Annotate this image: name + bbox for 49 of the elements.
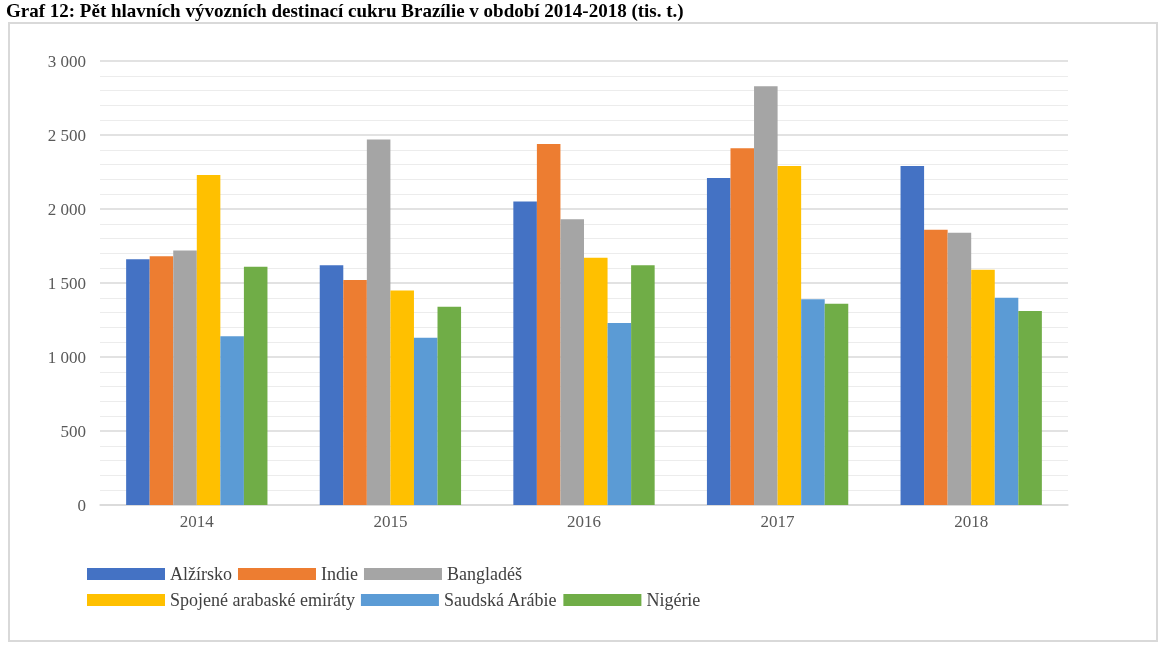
- y-tick-label: 3 000: [47, 51, 86, 71]
- y-tick-label: 1 500: [47, 273, 86, 293]
- bar: [971, 269, 995, 505]
- bar: [730, 148, 755, 505]
- bar: [196, 174, 221, 505]
- bar: [947, 232, 972, 505]
- bar: [560, 219, 584, 505]
- bar: [536, 143, 561, 505]
- x-tick-label: 2018: [954, 512, 989, 531]
- bar: [220, 336, 244, 505]
- bar: [631, 265, 655, 505]
- bar: [173, 250, 197, 505]
- bar: [900, 166, 925, 505]
- bar: [149, 256, 174, 505]
- bar: [607, 322, 632, 505]
- bar: [413, 337, 438, 505]
- bar: [706, 177, 731, 505]
- bar: [126, 259, 150, 505]
- legend-label: Spojené arabaské emiráty: [170, 590, 355, 610]
- x-tick-label: 2017: [760, 512, 796, 531]
- legend-label: Bangladéš: [446, 564, 522, 584]
- y-tick-label: 0: [77, 495, 86, 515]
- bar: [777, 166, 802, 505]
- bar: [801, 299, 825, 505]
- y-tick-label: 2 500: [47, 125, 86, 145]
- legend-label: Alžírsko: [170, 564, 232, 584]
- chart-title: Graf 12: Pět hlavních vývozních destinací cukru Brazílie v období 2014-2018 (tis. t.): [6, 0, 684, 22]
- bar: [343, 280, 367, 505]
- y-tick-label: 500: [60, 421, 86, 441]
- bar: [994, 297, 1019, 505]
- legend-label: Indie: [320, 564, 358, 584]
- bar: [319, 265, 344, 505]
- bar: [243, 266, 268, 505]
- y-tick-label: 1 000: [47, 347, 86, 367]
- legend-label: Nigérie: [646, 590, 701, 610]
- bar: [366, 139, 391, 505]
- y-tick-label: 2 000: [47, 199, 86, 219]
- x-tick-label: 2014: [179, 512, 215, 531]
- bar: [824, 303, 849, 505]
- bar: [584, 257, 608, 505]
- bar: [754, 86, 778, 505]
- bar: [390, 290, 414, 505]
- bar: [437, 306, 462, 505]
- legend-label: Saudská Arábie: [443, 590, 557, 610]
- x-tick-label: 2015: [373, 512, 408, 531]
- x-tick-label: 2016: [567, 512, 601, 531]
- bar: [513, 201, 537, 505]
- bar: [1018, 311, 1042, 505]
- bar: [924, 229, 948, 505]
